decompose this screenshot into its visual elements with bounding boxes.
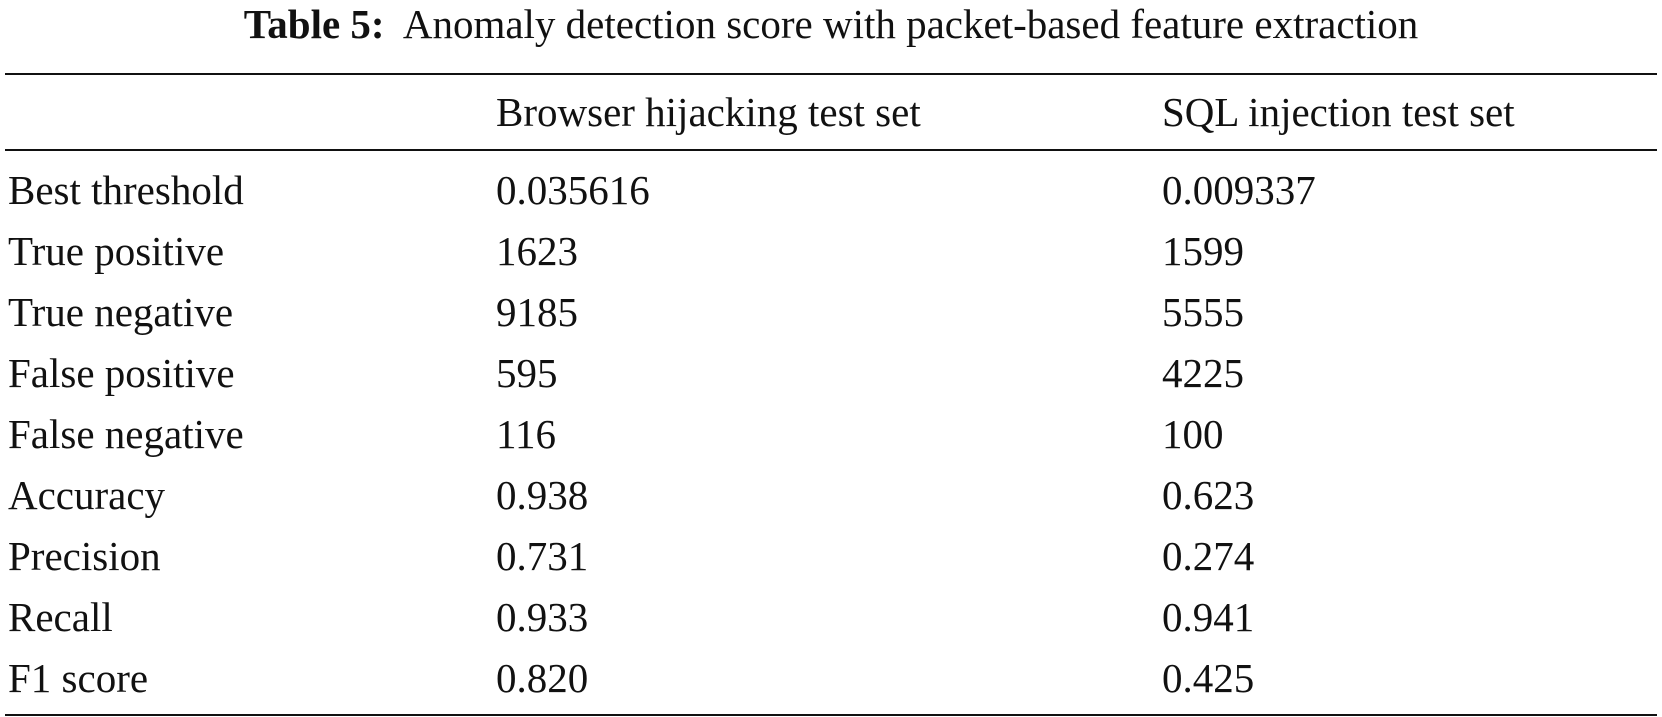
table-header-row: Browser hijacking test set SQL injection… (0, 86, 1662, 138)
table-row: False positive 595 4225 (0, 343, 1662, 404)
table-title: Anomaly detection score with packet-base… (402, 1, 1419, 47)
metric-cell: Accuracy (8, 472, 166, 518)
metric-cell: F1 score (8, 655, 149, 701)
table-caption: Table 5: Anomaly detection score with pa… (0, 0, 1662, 52)
sql-value-cell: 4225 (1162, 350, 1244, 396)
sql-value-cell: 5555 (1162, 289, 1244, 335)
browser-value-cell: 0.035616 (496, 167, 650, 213)
metric-cell: Precision (8, 533, 161, 579)
table-row: Recall 0.933 0.941 (0, 587, 1662, 648)
table-row: True positive 1623 1599 (0, 221, 1662, 282)
top-rule (5, 73, 1657, 75)
browser-value-cell: 1623 (496, 228, 578, 274)
metric-cell: True negative (8, 289, 234, 335)
header-sql-injection: SQL injection test set (1162, 89, 1515, 135)
sql-value-cell: 0.009337 (1162, 167, 1316, 213)
metric-cell: False positive (8, 350, 235, 396)
metric-cell: False negative (8, 411, 244, 457)
browser-value-cell: 0.938 (496, 472, 589, 518)
browser-value-cell: 116 (496, 411, 556, 457)
table-body: Best threshold 0.035616 0.009337 True po… (0, 160, 1662, 709)
table-row: F1 score 0.820 0.425 (0, 648, 1662, 709)
metric-cell: True positive (8, 228, 225, 274)
table-row: Accuracy 0.938 0.623 (0, 465, 1662, 526)
browser-value-cell: 595 (496, 350, 558, 396)
browser-value-cell: 9185 (496, 289, 578, 335)
metric-cell: Recall (8, 594, 113, 640)
sql-value-cell: 0.274 (1162, 533, 1255, 579)
table-row: Precision 0.731 0.274 (0, 526, 1662, 587)
sql-value-cell: 0.623 (1162, 472, 1255, 518)
sql-value-cell: 0.425 (1162, 655, 1255, 701)
header-rule (5, 149, 1657, 151)
browser-value-cell: 0.933 (496, 594, 589, 640)
sql-value-cell: 100 (1162, 411, 1224, 457)
table-row: True negative 9185 5555 (0, 282, 1662, 343)
sql-value-cell: 1599 (1162, 228, 1244, 274)
metric-cell: Best threshold (8, 167, 244, 213)
table-label: Table 5: (243, 1, 385, 47)
browser-value-cell: 0.731 (496, 533, 589, 579)
bottom-rule (5, 714, 1657, 716)
table-row: Best threshold 0.035616 0.009337 (0, 160, 1662, 221)
header-browser-hijacking: Browser hijacking test set (496, 89, 921, 135)
sql-value-cell: 0.941 (1162, 594, 1255, 640)
table-row: False negative 116 100 (0, 404, 1662, 465)
browser-value-cell: 0.820 (496, 655, 589, 701)
